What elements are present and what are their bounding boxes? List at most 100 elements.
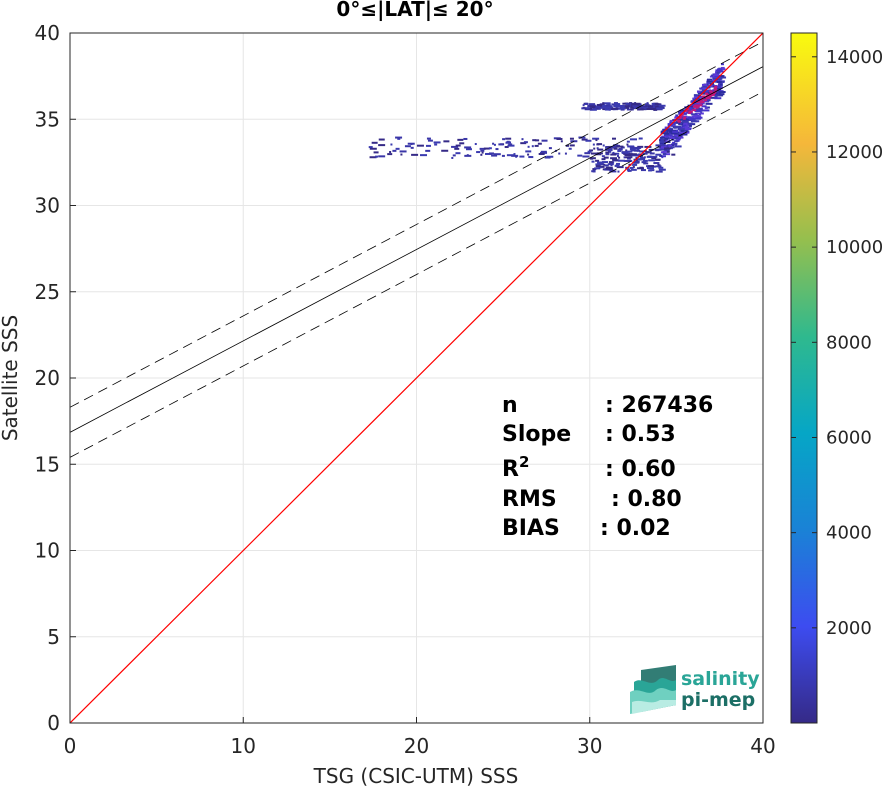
density-cell xyxy=(645,151,650,154)
density-cell xyxy=(691,113,696,116)
density-cell xyxy=(569,137,574,140)
density-cluster xyxy=(581,102,666,111)
stat-value: : 267436 xyxy=(605,393,713,418)
density-cell xyxy=(668,130,673,133)
y-tick-label: 30 xyxy=(35,194,60,218)
density-cell xyxy=(714,97,722,100)
colorbar-tick-label: 6000 xyxy=(826,427,872,448)
salinity-pi-mep-logo: salinity pi-mep xyxy=(630,665,760,714)
density-cell xyxy=(411,153,419,156)
y-tick-label: 15 xyxy=(35,452,60,476)
density-cell xyxy=(491,154,498,157)
density-cell xyxy=(480,149,485,152)
density-cell xyxy=(614,103,620,106)
density-cell xyxy=(637,103,640,106)
density-cell xyxy=(618,147,623,150)
density-cell xyxy=(626,143,629,146)
density-cell xyxy=(451,145,459,148)
density-cell xyxy=(675,138,679,141)
density-cell xyxy=(691,123,696,126)
density-cell xyxy=(594,167,601,170)
density-core-cell xyxy=(698,104,702,107)
density-cell xyxy=(650,169,655,172)
density-core-cell xyxy=(695,106,699,109)
density-cell xyxy=(719,76,727,79)
density-cell xyxy=(720,80,725,83)
x-axis: 0 10 20 30 40 xyxy=(64,717,776,758)
density-cell xyxy=(675,114,679,117)
density-cell xyxy=(427,139,433,142)
density-cell xyxy=(677,111,685,114)
density-cell xyxy=(629,166,634,169)
density-cell xyxy=(534,144,539,147)
density-core-cell xyxy=(686,108,690,111)
density-cell xyxy=(626,106,629,109)
density-cell xyxy=(674,116,678,119)
reference-line-1to1 xyxy=(70,33,763,723)
density-cell xyxy=(507,144,515,147)
density-cell xyxy=(702,87,709,90)
density-cell xyxy=(390,143,393,146)
density-cell xyxy=(513,153,516,156)
logo-line1: salinity xyxy=(681,668,760,690)
density-cell xyxy=(596,147,599,150)
density-cell xyxy=(612,137,617,140)
density-cell xyxy=(694,117,701,120)
density-cell xyxy=(669,135,676,138)
density-cell xyxy=(407,142,415,145)
density-cell xyxy=(659,140,665,143)
density-cell xyxy=(592,137,600,140)
colorbar xyxy=(790,32,818,724)
density-cell xyxy=(671,153,676,156)
density-cell xyxy=(586,107,589,110)
density-cell xyxy=(433,141,441,144)
density-cell xyxy=(663,148,668,151)
density-cell xyxy=(691,107,695,110)
density-cell xyxy=(661,155,666,158)
density-cell xyxy=(605,153,610,156)
density-cell xyxy=(434,143,438,146)
density-cell xyxy=(660,132,666,135)
density-cell xyxy=(504,146,509,149)
density-cell xyxy=(624,154,632,157)
density-cell xyxy=(682,125,686,128)
y-tick-label: 5 xyxy=(47,625,60,649)
density-cell xyxy=(668,139,671,142)
density-cell xyxy=(655,158,661,161)
density-cell xyxy=(459,142,465,145)
colorbar-ticks: 2000 4000 6000 8000 10000 12000 14000 xyxy=(791,47,883,639)
density-cell xyxy=(638,106,642,109)
y-tick-label: 25 xyxy=(35,280,60,304)
density-cell xyxy=(599,166,602,169)
density-cell xyxy=(696,112,704,115)
density-cell xyxy=(714,95,718,98)
density-cell xyxy=(708,96,715,99)
stat-label: BIAS xyxy=(502,516,560,541)
density-core-cell xyxy=(689,110,693,113)
colorbar-tick-label: 4000 xyxy=(826,523,872,544)
x-tick-label: 40 xyxy=(750,734,775,758)
density-cell xyxy=(590,152,598,155)
density-cell xyxy=(630,105,633,108)
density-cell xyxy=(648,159,656,162)
density-cell xyxy=(717,83,720,86)
density-core-cell xyxy=(692,105,696,108)
density-core-cell xyxy=(710,93,714,96)
density-cell xyxy=(485,152,493,155)
density-cell xyxy=(689,124,692,127)
density-cell xyxy=(664,149,668,152)
density-cell xyxy=(719,83,723,86)
density-cell xyxy=(628,153,636,156)
density-cell xyxy=(629,146,635,149)
density-cell xyxy=(680,109,687,112)
density-cell xyxy=(684,112,687,115)
density-cell xyxy=(648,169,653,172)
density-cell xyxy=(616,166,624,169)
y-tick-label: 35 xyxy=(35,107,60,131)
density-cell xyxy=(680,129,688,132)
density-cell xyxy=(387,153,393,156)
density-cell xyxy=(658,168,666,171)
density-cell xyxy=(667,127,670,130)
colorbar-tick-label: 14000 xyxy=(826,47,883,68)
density-cell xyxy=(707,92,713,95)
